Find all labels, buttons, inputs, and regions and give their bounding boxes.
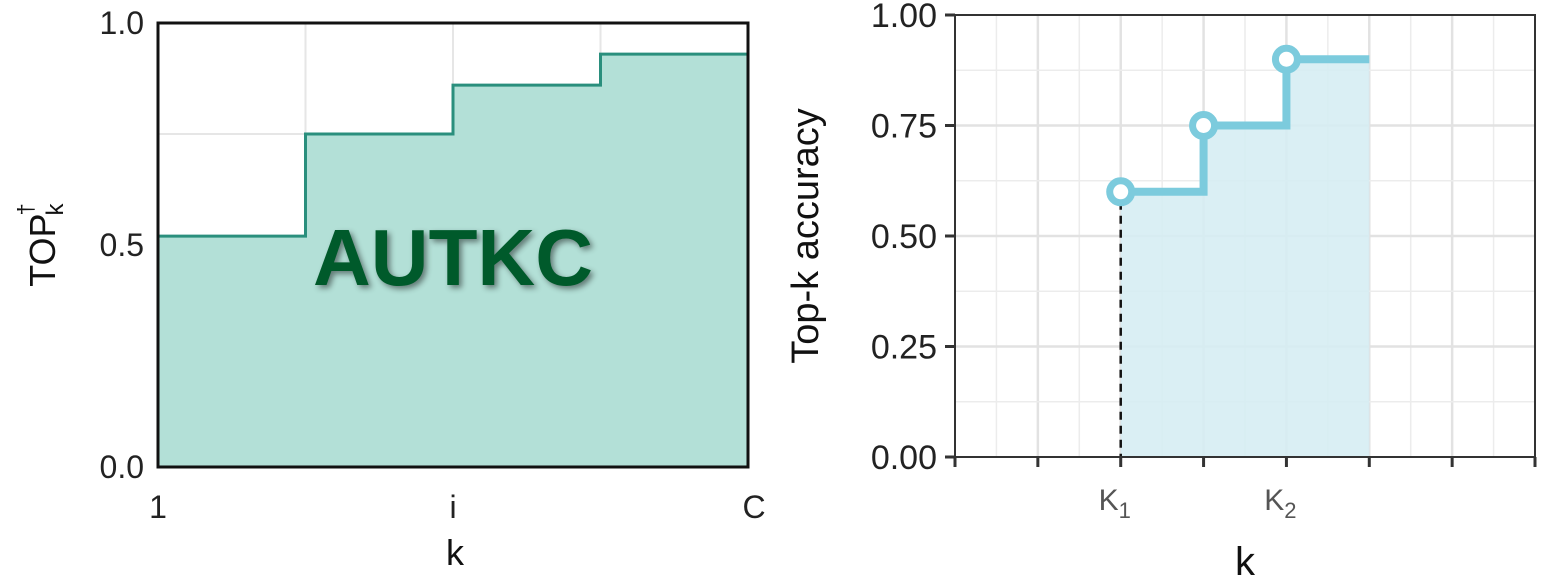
- left-y-axis-title-sup: †: [13, 203, 38, 215]
- left-x-axis-title: k: [446, 532, 465, 573]
- right-y-tick-4: 1.00: [871, 0, 937, 35]
- left-y-axis-title-base: TOP: [22, 213, 63, 286]
- right-open-markers: [1106, 44, 1301, 207]
- right-y-tick-0: 0.00: [871, 439, 937, 477]
- left-y-axis-title: TOPk †: [13, 202, 69, 286]
- right-y-tick-2: 0.50: [871, 218, 937, 256]
- right-y-axis-title: Top-k accuracy: [785, 108, 827, 364]
- right-x-axis-title: k: [1235, 540, 1256, 584]
- right-x-tick-1: K2: [1264, 484, 1296, 523]
- left-x-tick-0: 1: [149, 489, 167, 525]
- right-area-fill: [1120, 59, 1370, 457]
- autkc-annotation: AUTKC: [313, 213, 593, 302]
- left-plot-frame: [156, 21, 750, 469]
- right-marker-1: [1189, 111, 1219, 140]
- left-x-tick-2: C: [742, 489, 765, 525]
- left-y-tick-labels: 0.0 0.5 1.0: [100, 5, 144, 485]
- right-marker-0: [1106, 177, 1136, 207]
- right-y-tick-labels: 0.00 0.25 0.50 0.75 1.00: [871, 0, 937, 477]
- left-y-tick-1: 0.5: [100, 227, 144, 263]
- left-y-tick-2: 1.0: [100, 5, 144, 41]
- left-y-tick-0: 0.0: [100, 449, 144, 485]
- left-x-tick-1: i: [449, 489, 456, 525]
- right-x-tick-labels: K1 K2: [1099, 484, 1297, 523]
- right-chart: 0.00 0.25 0.50 0.75 1.00 K1 K2 k Top-k accura…: [785, 0, 1537, 584]
- right-y-tick-1: 0.25: [871, 329, 937, 367]
- right-marker-2: [1271, 44, 1301, 74]
- right-y-tick-3: 0.75: [871, 108, 937, 146]
- left-step-line: [158, 52, 748, 238]
- svg-text:TOPk†: TOPk †: [13, 202, 69, 286]
- right-axis-ticks: [945, 13, 1537, 467]
- left-y-axis-title-sub: k: [42, 202, 69, 215]
- right-x-tick-0: K1: [1099, 484, 1131, 523]
- left-x-tick-labels: 1 i C: [149, 489, 765, 525]
